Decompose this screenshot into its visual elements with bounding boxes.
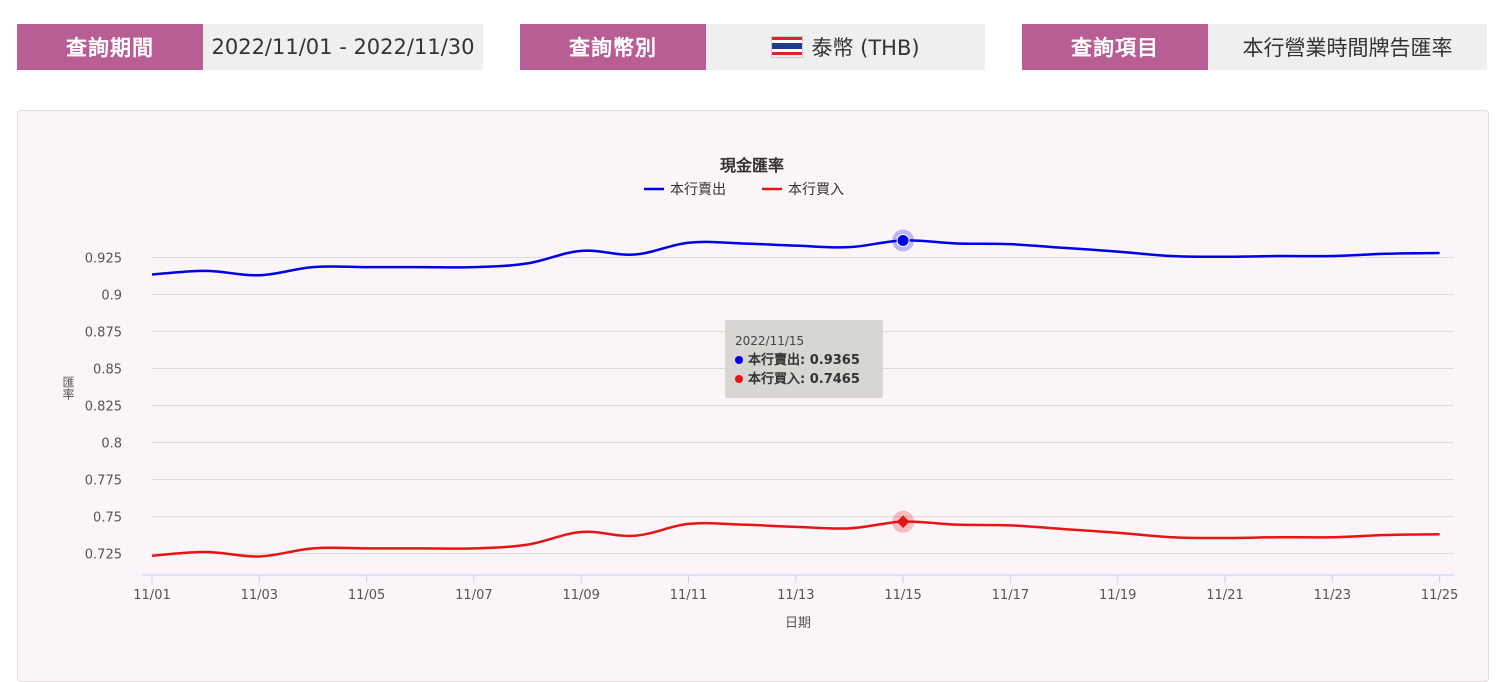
data-point-sell	[1116, 250, 1120, 254]
data-point-buy	[1438, 532, 1442, 536]
tooltip-sell-dot	[735, 356, 743, 364]
data-point-buy	[1384, 533, 1388, 537]
data-point-sell	[257, 273, 261, 277]
y-tick-label: 0.875	[85, 326, 122, 341]
thailand-flag-icon	[771, 36, 804, 58]
data-point-sell	[472, 265, 476, 269]
y-tick-label: 0.825	[85, 400, 122, 415]
x-tick-label: 11/07	[455, 588, 492, 603]
x-axis-title: 日期	[785, 616, 811, 631]
x-tick-label: 11/05	[348, 588, 385, 603]
query-currency-label: 查詢幣別	[520, 24, 706, 70]
query-currency-text: 泰幣 (THB)	[811, 36, 920, 60]
data-point-sell	[365, 265, 369, 269]
x-tick-label: 11/01	[133, 588, 170, 603]
y-tick-label: 0.9	[101, 289, 122, 304]
tooltip-buy-text: 本行買入: 0.7465	[748, 372, 860, 387]
x-tick-label: 11/03	[241, 588, 278, 603]
tooltip-sell-row: 本行賣出: 0.9365	[735, 351, 883, 370]
data-point-buy	[1223, 536, 1227, 540]
data-point-sell	[579, 249, 583, 253]
data-point-buy	[794, 525, 798, 529]
data-point-buy	[955, 523, 959, 527]
data-point-buy	[526, 543, 530, 547]
data-point-sell	[1062, 246, 1066, 250]
query-item-value[interactable]: 本行營業時間牌告匯率	[1208, 24, 1487, 70]
x-tick-label: 11/23	[1314, 588, 1351, 603]
data-point-sell	[204, 269, 208, 273]
data-point-sell	[150, 273, 154, 277]
x-tick-label: 11/19	[1099, 588, 1136, 603]
data-point-sell	[955, 241, 959, 245]
data-point-sell	[687, 241, 691, 245]
x-tick-label: 11/11	[670, 588, 707, 603]
data-point-sell	[794, 244, 798, 248]
query-period[interactable]: 查詢期間 2022/11/01 - 2022/11/30	[17, 24, 483, 70]
data-point-sell	[1008, 242, 1012, 246]
data-point-sell	[847, 245, 851, 249]
data-point-sell	[1169, 254, 1173, 258]
data-point-buy	[633, 534, 637, 538]
y-tick-label: 0.8	[101, 437, 122, 452]
query-currency[interactable]: 查詢幣別 泰幣 (THB)	[520, 24, 985, 70]
x-tick-label: 11/15	[884, 588, 921, 603]
data-point-buy	[579, 530, 583, 534]
chart-title: 現金匯率	[720, 156, 784, 175]
y-axis-title: 匯率	[61, 376, 75, 400]
tooltip-date: 2022/11/15	[735, 334, 805, 348]
data-point-sell	[1438, 251, 1442, 255]
query-item-label: 查詢項目	[1022, 24, 1208, 70]
data-point-sell	[311, 265, 315, 269]
data-point-buy	[1277, 535, 1281, 539]
data-point-buy	[687, 522, 691, 526]
query-currency-value[interactable]: 泰幣 (THB)	[706, 24, 985, 70]
data-point-buy	[204, 550, 208, 554]
data-point-buy	[150, 554, 154, 558]
highlight-marker-sell	[896, 233, 910, 247]
tooltip-buy-row: 本行買入: 0.7465	[735, 370, 883, 389]
data-point-buy	[1062, 527, 1066, 531]
data-point-buy	[740, 523, 744, 527]
x-tick-label: 11/17	[992, 588, 1029, 603]
x-tick-label: 11/21	[1206, 588, 1243, 603]
data-point-sell	[1330, 254, 1334, 258]
data-point-buy	[847, 526, 851, 530]
data-point-sell	[1223, 255, 1227, 259]
x-tick-label: 11/13	[777, 588, 814, 603]
x-tick-label: 11/25	[1421, 588, 1458, 603]
data-point-sell	[1277, 254, 1281, 258]
data-point-buy	[365, 546, 369, 550]
x-tick-label: 11/09	[562, 588, 599, 603]
query-item[interactable]: 查詢項目 本行營業時間牌告匯率	[1022, 24, 1487, 70]
query-period-label: 查詢期間	[17, 24, 203, 70]
tooltip-buy-dot	[735, 375, 743, 383]
data-point-sell	[633, 253, 637, 257]
data-point-buy	[311, 546, 315, 550]
y-tick-label: 0.925	[85, 252, 122, 267]
data-point-sell	[1384, 252, 1388, 256]
data-point-buy	[1008, 523, 1012, 527]
data-point-buy	[472, 546, 476, 550]
data-point-buy	[1116, 531, 1120, 535]
chart-panel: 0.725 0.75 0.775 0.8 0.825 0.85 0.875 0.9 0.925 1…	[17, 110, 1489, 682]
series-line-buy	[151, 520, 1440, 558]
y-tick-label: 0.85	[93, 363, 122, 378]
legend-label: 本行買入	[788, 182, 844, 198]
data-point-sell	[418, 265, 422, 269]
y-tick-label: 0.725	[85, 548, 122, 563]
data-point-sell	[526, 261, 530, 265]
tooltip-sell-text: 本行賣出: 0.9365	[748, 353, 860, 368]
data-point-buy	[418, 546, 422, 550]
y-tick-label: 0.775	[85, 474, 122, 489]
data-point-buy	[257, 554, 261, 558]
query-period-value[interactable]: 2022/11/01 - 2022/11/30	[203, 24, 483, 70]
series-line-sell	[151, 239, 1440, 277]
legend-label: 本行賣出	[670, 182, 726, 198]
data-point-sell	[740, 241, 744, 245]
y-tick-label: 0.75	[93, 511, 122, 526]
chart-tooltip: 2022/11/15 本行賣出: 0.9365 本行買入: 0.7465	[725, 320, 883, 398]
data-point-buy	[1169, 535, 1173, 539]
data-point-buy	[1330, 535, 1334, 539]
